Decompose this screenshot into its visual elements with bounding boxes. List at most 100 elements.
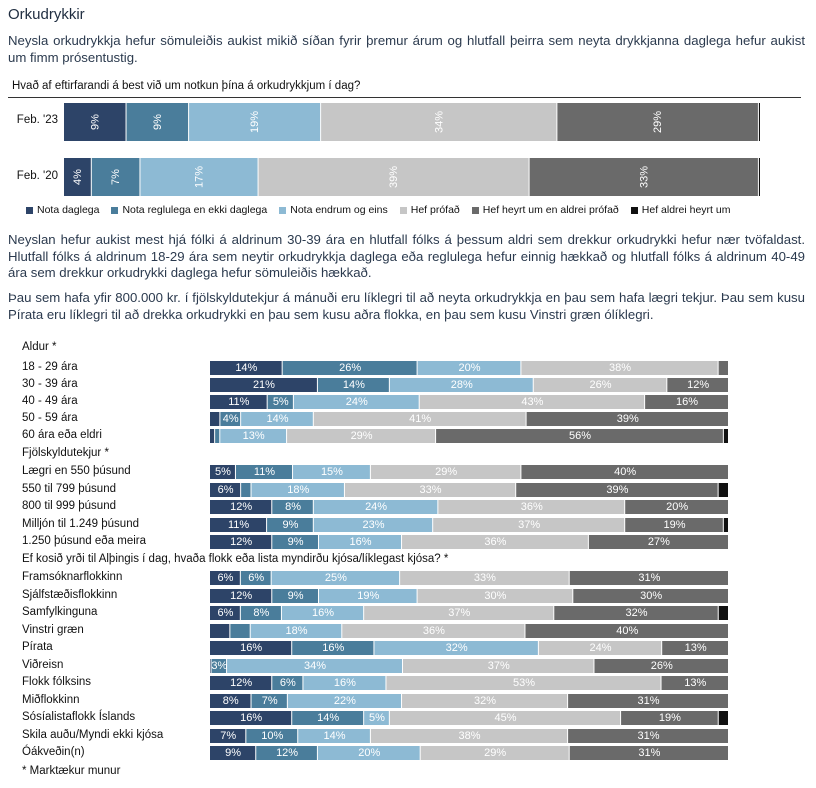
- data-label: 9%: [152, 114, 164, 130]
- data-label: 26%: [590, 379, 612, 391]
- data-label: 14%: [266, 413, 288, 425]
- bar-segment: [250, 624, 342, 638]
- data-label: 11%: [228, 396, 249, 408]
- data-label: 37%: [448, 607, 470, 619]
- bar-segment: [210, 518, 267, 532]
- bar-segment: [557, 103, 758, 141]
- bar-segment: [342, 624, 525, 638]
- data-label: 31%: [638, 730, 660, 742]
- data-label: 28%: [451, 379, 473, 391]
- data-label: 23%: [362, 519, 384, 531]
- bar-segment: [211, 659, 227, 673]
- bar-segment: [718, 361, 728, 375]
- data-label: 16%: [240, 712, 262, 724]
- data-label: 13%: [685, 642, 707, 654]
- legend-swatch: [471, 206, 479, 214]
- bar-segment: [210, 378, 317, 392]
- data-label: 8%: [285, 501, 301, 513]
- bar-segment: [140, 158, 258, 196]
- data-label: 16%: [334, 677, 356, 689]
- row-label: Óákveðin(n): [22, 746, 85, 758]
- bar-segment: [521, 465, 728, 479]
- bar-segment: [344, 483, 516, 497]
- data-label: 33%: [420, 484, 442, 496]
- row-label: 800 til 999 þúsund: [22, 500, 116, 512]
- data-label: 19%: [357, 590, 379, 602]
- data-label: 7%: [110, 169, 122, 185]
- bar-segment: [313, 412, 526, 426]
- intro-paragraph: Neysla orkudrykkja hefur sömuleiðis auki…: [8, 33, 805, 65]
- data-label: 13%: [243, 430, 265, 442]
- bar-segment: [240, 606, 281, 620]
- bar-segment: [370, 465, 521, 479]
- bar-segment: [433, 518, 625, 532]
- bar-segment: [521, 361, 718, 375]
- data-label: 26%: [339, 362, 361, 374]
- legend-label: Nota daglega: [37, 204, 100, 216]
- data-label: 20%: [666, 501, 688, 513]
- bar-segment: [436, 429, 723, 443]
- legend-label: Hef heyrt um en aldrei prófað: [482, 204, 619, 216]
- bar-segment: [210, 606, 240, 620]
- row-label: Milljón til 1.249 þúsund: [22, 518, 139, 530]
- bar-segment: [227, 659, 403, 673]
- bar-segment: [210, 429, 215, 443]
- row-label: Sósíalistaflokk Íslands: [22, 711, 136, 723]
- bar-segment: [403, 659, 594, 673]
- bar-segment: [210, 624, 230, 638]
- bar-segment: [718, 606, 728, 620]
- bar-segment: [210, 729, 246, 743]
- bar-segment: [318, 535, 402, 549]
- bar-segment: [389, 378, 533, 392]
- data-label: 56%: [569, 430, 591, 442]
- legend-item: Hef aldrei heyrt um: [630, 204, 730, 216]
- bar-segment: [573, 589, 728, 603]
- data-label: 32%: [474, 695, 496, 707]
- bar-segment: [303, 676, 386, 690]
- data-label: 6%: [218, 484, 234, 496]
- bar-segment: [258, 158, 529, 196]
- data-label: 16%: [312, 607, 334, 619]
- bar-segment: [568, 694, 728, 708]
- data-label: 6%: [280, 677, 296, 689]
- data-label: 16%: [240, 642, 262, 654]
- data-label: 24%: [590, 642, 612, 654]
- data-label: 38%: [609, 362, 631, 374]
- bar-segment: [569, 746, 728, 760]
- bar-segment: [317, 746, 420, 760]
- data-label: 32%: [446, 642, 468, 654]
- data-label: 12%: [230, 590, 252, 602]
- bar-segment: [364, 711, 389, 725]
- row-label: Viðreisn: [22, 659, 64, 671]
- bar-segment: [438, 500, 625, 514]
- data-label: 9%: [288, 590, 304, 602]
- row-label: 30 - 39 ára: [22, 378, 78, 390]
- data-label: 39%: [617, 413, 639, 425]
- data-label: 11%: [228, 519, 249, 531]
- data-label: 4%: [223, 413, 239, 425]
- data-label: 18%: [285, 625, 307, 637]
- data-label: 14%: [235, 362, 257, 374]
- row-label: 18 - 29 ára: [22, 361, 78, 373]
- bar-segment: [215, 429, 220, 443]
- data-label: 39%: [388, 166, 400, 188]
- data-label: 10%: [261, 730, 283, 742]
- bar-segment: [662, 641, 728, 655]
- data-label: 21%: [253, 379, 275, 391]
- bar-segment: [313, 500, 438, 514]
- bar-segment: [282, 361, 417, 375]
- data-label: 41%: [409, 413, 431, 425]
- data-label: 29%: [652, 111, 664, 133]
- data-label: 12%: [230, 536, 252, 548]
- bar-segment: [370, 729, 568, 743]
- data-label: 16%: [676, 396, 698, 408]
- legend-item: Nota daglega: [26, 204, 99, 216]
- bar-segment: [723, 429, 728, 443]
- bar-segment: [588, 535, 728, 549]
- row-label: Flokk fólksins: [22, 676, 92, 688]
- data-label: 36%: [484, 536, 506, 548]
- data-label: 22%: [334, 695, 356, 707]
- bar-segment: [292, 641, 374, 655]
- data-label: 6%: [217, 607, 233, 619]
